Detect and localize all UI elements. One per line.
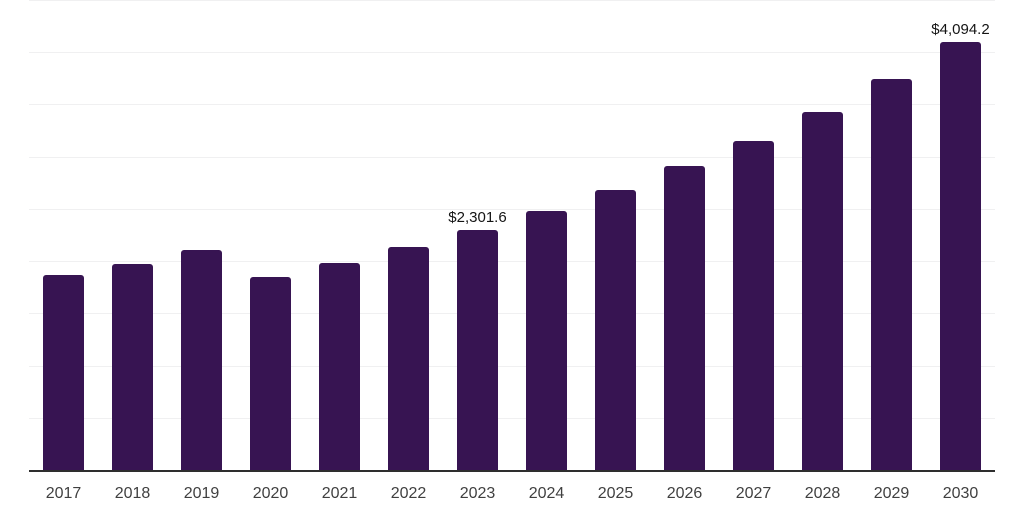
gridline [29,156,995,158]
gridline [29,208,995,210]
x-tick-label-2028: 2028 [804,485,841,502]
plot-area: 2017 2018 2019 2020 2021 2022 $2,301.6 2023 2024… [29,0,995,502]
bar-2019 [181,250,222,470]
data-label-2023: $2,301.6 [448,208,507,226]
bar-2018 [112,264,153,470]
bar-2021 [319,262,360,470]
bar-2029 [871,78,912,470]
gridline [29,104,995,106]
x-tick-label-2020: 2020 [252,485,289,502]
x-tick-label-2021: 2021 [321,485,358,502]
gridline [29,261,995,263]
gridline [29,313,995,315]
gridline [29,52,995,54]
bar-2026 [664,165,705,470]
gridline [29,365,995,367]
x-tick-label-2029: 2029 [873,485,910,502]
x-tick-label-2024: 2024 [528,485,565,502]
bar-2020 [250,276,291,470]
x-tick-label-2030: 2030 [942,485,979,502]
bar-2024 [526,210,567,470]
x-tick-label-2026: 2026 [666,485,703,502]
bar-2023 [457,229,498,470]
x-tick-label-2018: 2018 [114,485,151,502]
bar-2027 [733,141,774,470]
bar-2025 [595,190,636,470]
gridline [29,0,995,1]
bar-2022 [388,246,429,470]
x-tick-label-2027: 2027 [735,485,772,502]
bar-2017 [43,275,84,470]
bar-2030 [940,42,981,470]
x-tick-label-2022: 2022 [390,485,427,502]
gridline [29,417,995,419]
x-tick-label-2023: 2023 [459,485,496,502]
x-tick-label-2025: 2025 [597,485,634,502]
bar-2028 [802,112,843,470]
x-tick-label-2017: 2017 [45,485,82,502]
x-tick-label-2019: 2019 [183,485,220,502]
data-label-2030: $4,094.2 [931,21,990,39]
